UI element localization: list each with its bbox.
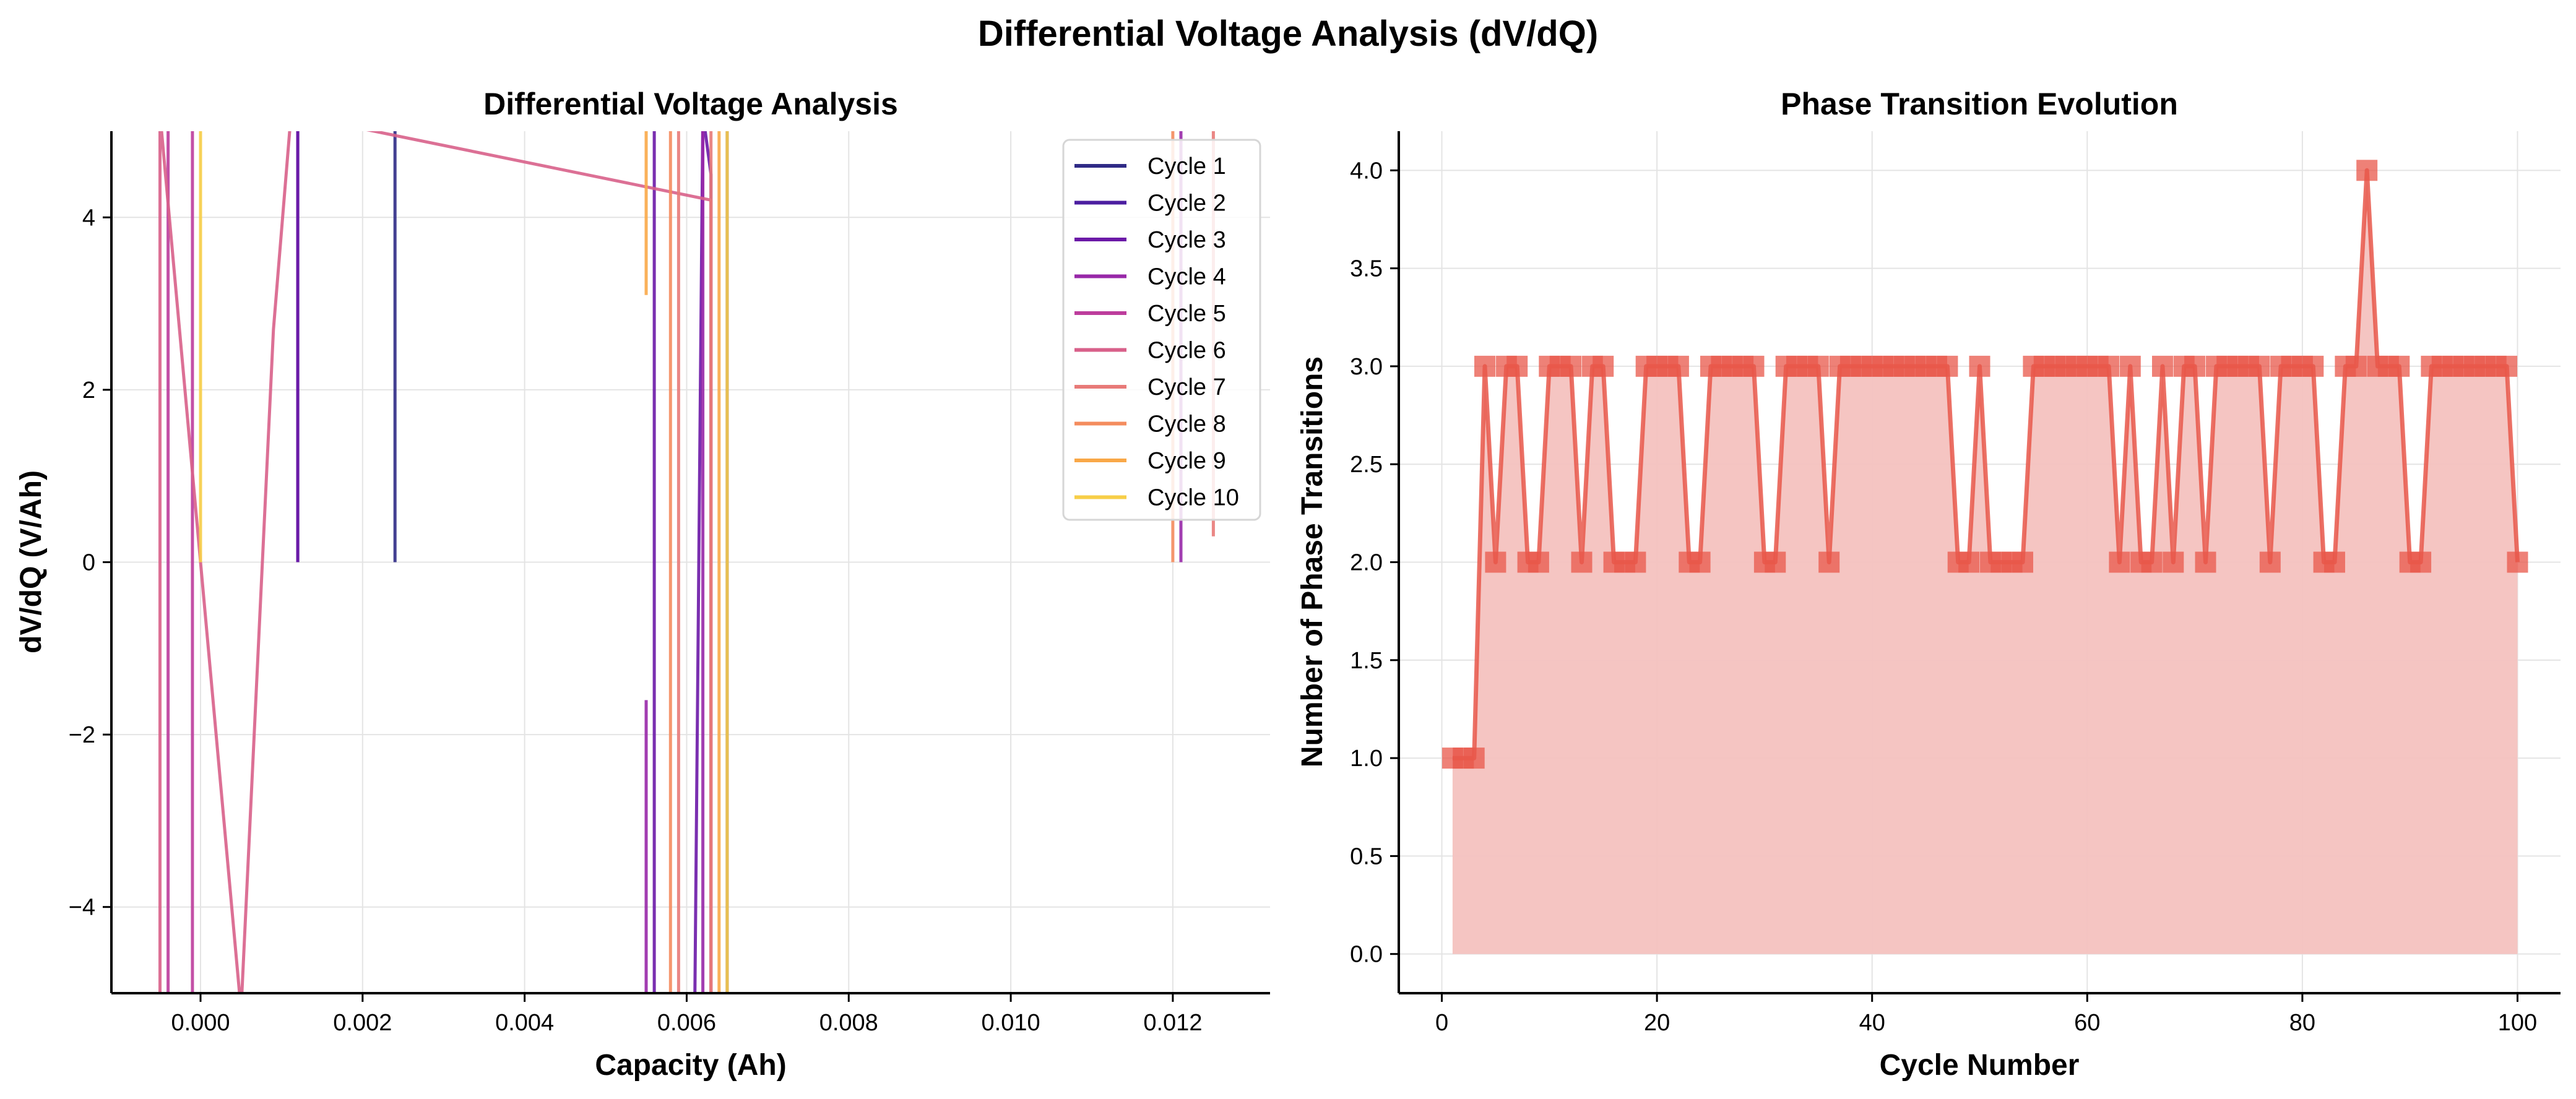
y-tick-label: 2.5: [1350, 452, 1383, 478]
figure-suptitle: Differential Voltage Analysis (dV/dQ): [978, 14, 1598, 54]
left-y-axis-label: dV/dQ (V/Ah): [15, 470, 48, 653]
data-point-marker: [2356, 160, 2378, 181]
series-line-cycle-10: [199, 131, 729, 993]
y-tick-label: 1.0: [1350, 746, 1383, 772]
y-tick-label: 2: [82, 377, 95, 403]
y-tick-label: 0: [82, 550, 95, 576]
data-point-marker: [1571, 551, 1593, 573]
right-chart-title: Phase Transition Evolution: [1781, 87, 2178, 121]
legend-label-cycle-6: Cycle 6: [1148, 338, 1226, 364]
x-tick-label: 0: [1435, 1010, 1448, 1036]
series-line-cycle-5: [166, 131, 194, 993]
data-point-marker: [1593, 355, 1614, 377]
data-point-marker: [1807, 355, 1829, 377]
data-point-marker: [2507, 551, 2528, 573]
legend-label-cycle-4: Cycle 4: [1148, 264, 1226, 290]
data-point-marker: [2259, 551, 2281, 573]
right-y-ticks: 0.0 0.5 1.0 1.5 2.0 2.5 3.0 3.5 4.0: [1350, 158, 1399, 968]
y-tick-label: −2: [69, 722, 95, 748]
x-tick-label: 0.008: [819, 1010, 878, 1036]
y-tick-label: 0.5: [1350, 843, 1383, 869]
data-point-marker: [2184, 355, 2206, 377]
x-tick-label: 80: [2289, 1010, 2315, 1036]
data-point-marker: [1969, 355, 1990, 377]
data-point-marker: [1818, 551, 1840, 573]
x-tick-label: 100: [2498, 1010, 2537, 1036]
data-point-marker: [2109, 551, 2130, 573]
legend-label-cycle-1: Cycle 1: [1148, 153, 1226, 179]
series-line-cycle-9: [644, 131, 721, 993]
x-tick-label: 0.010: [982, 1010, 1040, 1036]
data-point-marker: [2345, 355, 2367, 377]
y-tick-label: −4: [69, 895, 95, 921]
left-x-ticks: 0.000 0.002 0.004 0.006 0.008 0.010 0.012: [171, 993, 1202, 1036]
data-point-marker: [1506, 355, 1528, 377]
right-x-axis-label: Cycle Number: [1880, 1049, 2080, 1082]
data-point-marker: [2163, 551, 2184, 573]
right-y-axis-label: Number of Phase Transitions: [1296, 356, 1329, 767]
y-tick-label: 2.0: [1350, 550, 1383, 576]
data-point-marker: [2496, 355, 2518, 377]
x-tick-label: 0.012: [1143, 1010, 1202, 1036]
x-tick-label: 0.000: [171, 1010, 230, 1036]
y-tick-label: 0.0: [1350, 942, 1383, 968]
legend-label-cycle-7: Cycle 7: [1148, 374, 1226, 400]
data-point-marker: [1958, 551, 1980, 573]
y-tick-label: 4.0: [1350, 158, 1383, 184]
phase-transition-chart: 0 20 40 60 80 100 0.0 0.5 1.0 1.5 2.0 2.5 3.0 3.5 4.0…: [1296, 87, 2561, 1082]
data-point-marker: [2302, 355, 2324, 377]
data-point-marker: [2141, 551, 2163, 573]
data-point-marker: [2152, 355, 2173, 377]
data-point-marker: [1743, 355, 1765, 377]
legend-label-cycle-8: Cycle 8: [1148, 412, 1226, 437]
left-legend: Cycle 1 Cycle 2 Cycle 3 Cycle 4 Cycle 5 Cycle…: [1062, 139, 1261, 521]
y-tick-label: 1.5: [1350, 648, 1383, 674]
right-series-group: [1441, 160, 2528, 954]
legend-label-cycle-3: Cycle 3: [1148, 227, 1226, 253]
y-tick-label: 3.5: [1350, 256, 1383, 282]
x-tick-label: 0.006: [657, 1010, 716, 1036]
series-line-cycle-6: [158, 131, 713, 993]
data-point-marker: [1667, 355, 1689, 377]
left-x-axis-label: Capacity (Ah): [595, 1049, 786, 1082]
data-point-marker: [2195, 551, 2216, 573]
data-point-marker: [1765, 551, 1786, 573]
legend-label-cycle-9: Cycle 9: [1148, 448, 1226, 474]
data-point-marker: [1485, 551, 1506, 573]
data-point-marker: [1560, 355, 1582, 377]
legend-label-cycle-10: Cycle 10: [1148, 485, 1239, 511]
x-tick-label: 60: [2074, 1010, 2100, 1036]
differential-voltage-chart: 0.000 0.002 0.004 0.006 0.008 0.010 0.012 −4 −2…: [15, 87, 1270, 1082]
left-y-ticks: −4 −2 0 2 4: [69, 205, 111, 921]
data-point-marker: [1463, 748, 1485, 769]
data-point-marker: [2249, 355, 2270, 377]
x-tick-label: 0.002: [333, 1010, 392, 1036]
left-chart-title: Differential Voltage Analysis: [483, 87, 898, 121]
data-point-marker: [2388, 355, 2410, 377]
data-point-marker: [2410, 551, 2432, 573]
data-point-marker: [2012, 551, 2033, 573]
data-point-marker: [1937, 355, 1958, 377]
legend-label-cycle-5: Cycle 5: [1148, 301, 1226, 327]
data-point-marker: [1474, 355, 1495, 377]
x-tick-label: 20: [1644, 1010, 1670, 1036]
right-x-ticks: 0 20 40 60 80 100: [1435, 993, 2537, 1036]
x-tick-label: 40: [1859, 1010, 1885, 1036]
data-point-marker: [2098, 355, 2120, 377]
data-point-marker: [1528, 551, 1549, 573]
data-point-marker: [2324, 551, 2345, 573]
legend-label-cycle-2: Cycle 2: [1148, 191, 1226, 217]
y-tick-label: 3.0: [1350, 354, 1383, 380]
data-point-marker: [1689, 551, 1711, 573]
y-tick-label: 4: [82, 205, 95, 231]
x-tick-label: 0.004: [495, 1010, 554, 1036]
data-point-marker: [1625, 551, 1646, 573]
data-point-marker: [2119, 355, 2141, 377]
